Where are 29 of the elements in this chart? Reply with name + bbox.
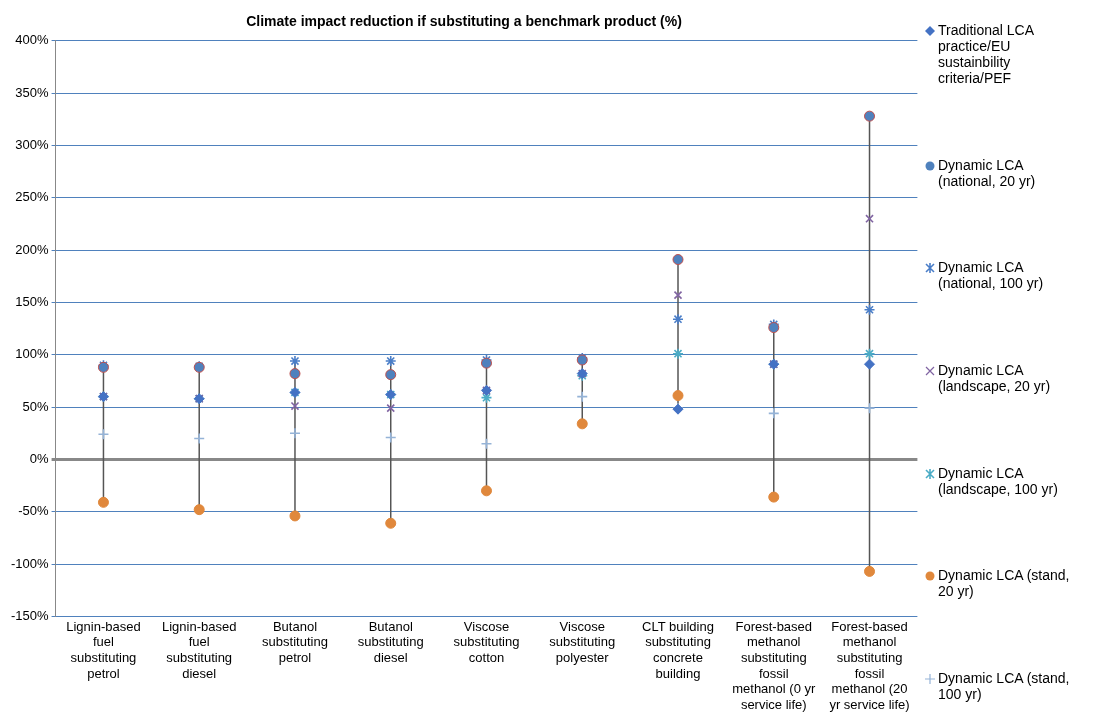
x-tick-label: CLT building substituting concrete building [642,618,714,681]
legend-label: Dynamic LCA (national, 100 yr) [938,259,1045,292]
y-tick-label: 300% [15,137,50,153]
y-tick-label: -100% [11,555,50,571]
x-tick-label: Lignin-based fuel substituting diesel [161,618,237,681]
legend-label: Dynamic LCA (stand, 20 yr) [938,567,1071,600]
legend-label: Dynamic LCA (landscape, 100 yr) [938,464,1059,497]
x-tick-label: Viscose substituting cotton [453,618,520,665]
legend-label: Dynamic LCA (stand, 100 yr) [938,669,1071,702]
chart-title: Climate impact reduction if substituting a benchmark product (%) [246,13,682,30]
x-tick-label: Butanol substituting diesel [357,618,424,665]
y-tick-label: 150% [15,294,50,310]
x-tick-label: Forest-based methanol substituting fossil methanol (20 yr service life) [829,618,910,712]
legend-label: Dynamic LCA (landscape, 20 yr) [938,361,1052,394]
x-tick-label: Butanol substituting petrol [262,618,328,665]
legend-label: Traditional LCA practice/EU sustainbility criteria/PEF [938,22,1035,86]
y-tick-label: 0% [29,451,50,466]
y-tick-label: -150% [11,607,50,623]
legend-label: Dynamic LCA (national, 20 yr) [938,156,1037,189]
y-tick-label: 200% [15,241,50,257]
y-tick-label: 100% [15,346,50,362]
x-tick-label: Viscose substituting polyester [549,618,616,665]
x-tick-label: Forest-based methanol substituting fossil methanol (0 yr service life) [732,618,816,712]
y-tick-label: 400% [15,32,50,48]
y-tick-label: 250% [15,189,50,205]
x-tick-label: Lignin-based fuel substituting petrol [66,618,141,681]
y-tick-label: 350% [15,84,50,100]
y-tick-label: -50% [18,503,50,519]
y-tick-label: 50% [22,398,50,414]
